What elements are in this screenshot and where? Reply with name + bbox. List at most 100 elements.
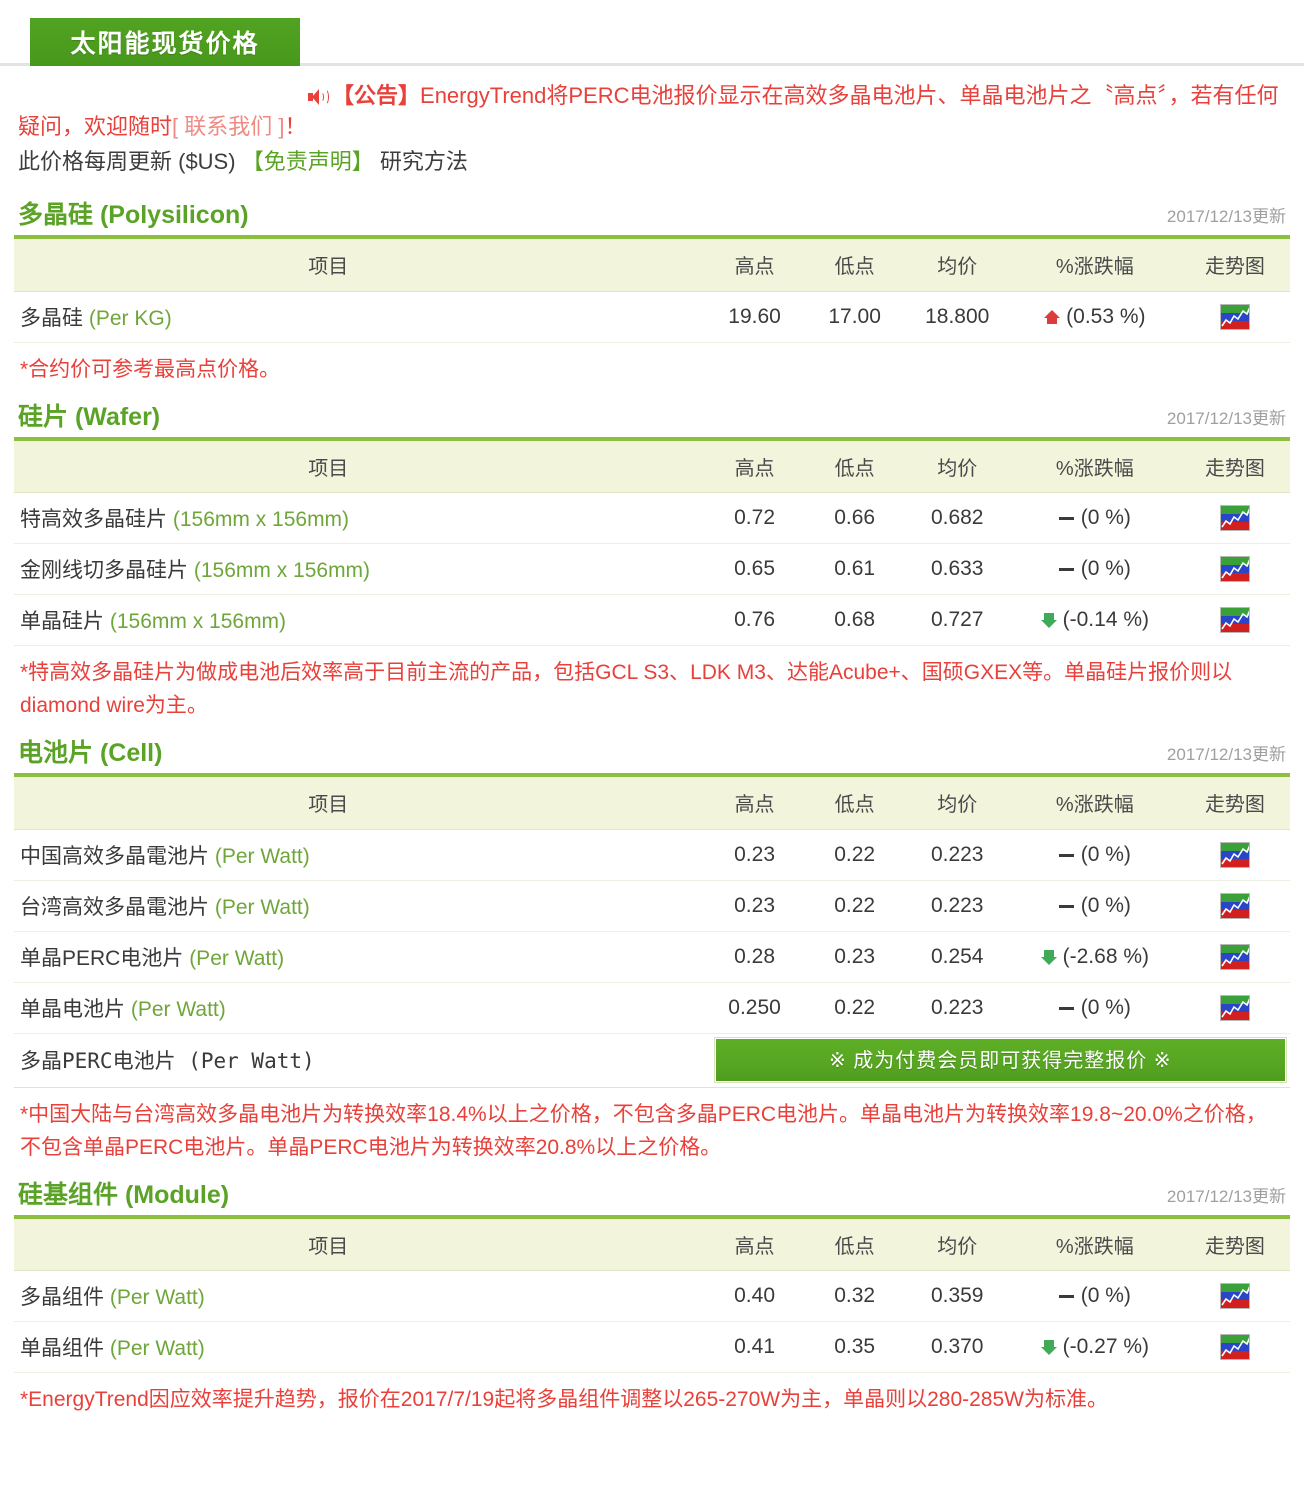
dash-flat-icon	[1058, 1000, 1075, 1016]
trend-chart-icon[interactable]	[1219, 892, 1250, 919]
subnote-prefix: 此价格每周更新 ($US)	[18, 149, 236, 174]
table-row: 单晶电池片 (Per Watt) 0.250 0.22 0.223 (0 %)	[14, 982, 1290, 1034]
cell-average: 0.682	[904, 492, 1010, 544]
col-header-high: 高点	[704, 775, 805, 830]
row-item-label: 台湾高效多晶電池片 (Per Watt)	[14, 880, 705, 932]
cell-average: 0.254	[904, 931, 1010, 983]
dash-flat-icon	[1058, 898, 1075, 914]
col-header-low: 低点	[804, 438, 905, 493]
trend-chart-icon[interactable]	[1219, 943, 1250, 970]
announcement-body: EnergyTrend将PERC电池报价显示在高效多晶电池片、单晶电池片之〝高点…	[18, 83, 1279, 139]
price-table: 项目 高点 低点 均价 %涨跌幅 走势图 多晶硅 (Per KG) 19.60 17.00 18.…	[14, 235, 1290, 343]
cell-trend[interactable]	[1179, 1270, 1290, 1322]
section-update-date: 2017/12/13更新	[1166, 1186, 1286, 1206]
trend-chart-icon[interactable]	[1219, 303, 1250, 330]
trend-chart-icon[interactable]	[1219, 1283, 1250, 1309]
section-update-date: 2017/12/13更新	[1166, 408, 1286, 428]
trend-chart-icon[interactable]	[1219, 505, 1250, 531]
cell-high: 0.41	[704, 1321, 805, 1373]
table-header-row: 项目 高点 低点 均价 %涨跌幅 走势图	[14, 775, 1290, 830]
locked-table-row: 多晶PERC电池片 (Per Watt) ※ 成为付费会员即可获得完整报价 ※	[14, 1033, 1290, 1088]
section-title: 多晶硅 (Polysilicon)	[18, 201, 249, 229]
table-header-row: 项目 高点 低点 均价 %涨跌幅 走势图	[14, 1216, 1290, 1271]
price-section: 多晶硅 (Polysilicon) 2017/12/13更新项目 高点 低点 均价 %涨跌…	[0, 200, 1304, 386]
section-head: 硅片 (Wafer) 2017/12/13更新	[14, 402, 1290, 437]
cell-trend[interactable]	[1179, 931, 1290, 983]
speaker-icon	[308, 89, 329, 105]
locked-row-cta-cell: ※ 成为付费会员即可获得完整报价 ※	[704, 1033, 1290, 1088]
section-footnote: *EnergyTrend因应效率提升趋势，报价在2017/7/19起将多晶组件调…	[20, 1388, 1108, 1411]
row-item-label: 金刚线切多晶硅片 (156mm x 156mm)	[14, 543, 705, 595]
row-item-label: 单晶硅片 (156mm x 156mm)	[14, 594, 705, 646]
price-section: 硅基组件 (Module) 2017/12/13更新项目 高点 低点 均价 %涨跌幅 走势图…	[0, 1180, 1304, 1417]
price-table: 项目 高点 低点 均价 %涨跌幅 走势图 特高效多晶硅片 (156mm x 156mm) 0.…	[14, 436, 1290, 646]
become-member-button[interactable]: ※ 成为付费会员即可获得完整报价 ※	[713, 1037, 1288, 1083]
col-header-change: %涨跌幅	[1009, 1216, 1180, 1271]
trend-chart-icon[interactable]	[1219, 994, 1250, 1021]
col-header-change: %涨跌幅	[1009, 237, 1180, 292]
contact-us-link[interactable]: [ 联系我们 ]	[172, 114, 285, 139]
cell-change: (0 %)	[1009, 492, 1180, 544]
section-title: 硅基组件 (Module)	[18, 1180, 230, 1209]
section-update-date: 2017/12/13更新	[1166, 745, 1286, 764]
row-item-label: 中国高效多晶電池片 (Per Watt)	[14, 829, 705, 881]
section-update-date: 2017/12/13更新	[1166, 207, 1286, 226]
trend-chart-icon[interactable]	[1219, 607, 1250, 633]
cell-average: 0.223	[904, 982, 1010, 1034]
section-head: 多晶硅 (Polysilicon) 2017/12/13更新	[14, 200, 1290, 235]
row-item-label: 单晶电池片 (Per Watt)	[14, 982, 705, 1034]
cell-high: 0.28	[704, 931, 805, 983]
research-method-link[interactable]: 研究方法	[379, 149, 468, 174]
cell-trend[interactable]	[1179, 492, 1290, 544]
price-section: 电池片 (Cell) 2017/12/13更新 项目 高点 低点 均价 %涨跌幅 走势图 中国高…	[0, 738, 1304, 1164]
cell-trend[interactable]	[1179, 982, 1290, 1034]
cell-trend[interactable]	[1179, 291, 1290, 343]
cell-change: (0 %)	[1009, 543, 1180, 595]
row-item-label: 单晶PERC电池片 (Per Watt)	[14, 931, 705, 983]
row-item-label: 特高效多晶硅片 (156mm x 156mm)	[14, 492, 705, 544]
cell-average: 0.633	[904, 543, 1010, 595]
page-title-tab: 太阳能现货价格	[30, 18, 300, 66]
announcement-tail: ！	[284, 114, 307, 139]
page-header: 太阳能现货价格	[0, 0, 1304, 66]
cell-low: 0.22	[804, 880, 905, 932]
cell-low: 0.61	[804, 543, 905, 595]
cell-average: 0.370	[904, 1321, 1010, 1373]
col-header-low: 低点	[804, 237, 905, 292]
col-header-low: 低点	[804, 1216, 905, 1271]
trend-chart-icon[interactable]	[1219, 841, 1250, 868]
cell-change: (-0.14 %)	[1009, 594, 1180, 646]
section-footnote: *特高效多晶硅片为做成电池后效率高于目前主流的产品，包括GCL S3、LDK M…	[20, 661, 1233, 717]
table-row: 单晶组件 (Per Watt) 0.41 0.35 0.370 (-0.27 %)	[14, 1321, 1290, 1373]
cell-low: 0.35	[804, 1321, 905, 1373]
cell-trend[interactable]	[1179, 829, 1290, 881]
cell-change: (0 %)	[1009, 982, 1180, 1034]
cell-high: 0.65	[704, 543, 805, 595]
cell-high: 0.23	[704, 829, 805, 881]
col-header-avg: 均价	[904, 775, 1010, 830]
disclaimer-link[interactable]: 【免责声明】	[241, 149, 374, 174]
announcement-block: 【公告】EnergyTrend将PERC电池报价显示在高效多晶电池片、单晶电池片…	[0, 66, 1304, 146]
cell-low: 0.68	[804, 594, 905, 646]
cell-high: 0.23	[704, 880, 805, 932]
cell-average: 18.800	[904, 291, 1010, 343]
cell-change: (-2.68 %)	[1009, 931, 1180, 983]
col-header-trend: 走势图	[1179, 775, 1290, 830]
cell-change: (0 %)	[1009, 1270, 1180, 1322]
table-row: 多晶组件 (Per Watt) 0.40 0.32 0.359 (0 %)	[14, 1270, 1290, 1322]
table-row: 特高效多晶硅片 (156mm x 156mm) 0.72 0.66 0.682 (0 %…	[14, 492, 1290, 544]
trend-chart-icon[interactable]	[1219, 556, 1250, 582]
cell-trend[interactable]	[1179, 1321, 1290, 1373]
cell-trend[interactable]	[1179, 543, 1290, 595]
section-title: 硅片 (Wafer)	[18, 402, 161, 431]
col-header-trend: 走势图	[1179, 438, 1290, 493]
section-head: 电池片 (Cell) 2017/12/13更新	[14, 738, 1290, 773]
table-header-row: 项目 高点 低点 均价 %涨跌幅 走势图	[14, 438, 1290, 493]
col-header-trend: 走势图	[1179, 1216, 1290, 1271]
cell-trend[interactable]	[1179, 594, 1290, 646]
announcement-tag: 【公告】	[332, 83, 421, 108]
cell-high: 0.40	[704, 1270, 805, 1322]
trend-chart-icon[interactable]	[1219, 1334, 1250, 1360]
cell-trend[interactable]	[1179, 880, 1290, 932]
col-header-item: 项目	[14, 438, 705, 493]
